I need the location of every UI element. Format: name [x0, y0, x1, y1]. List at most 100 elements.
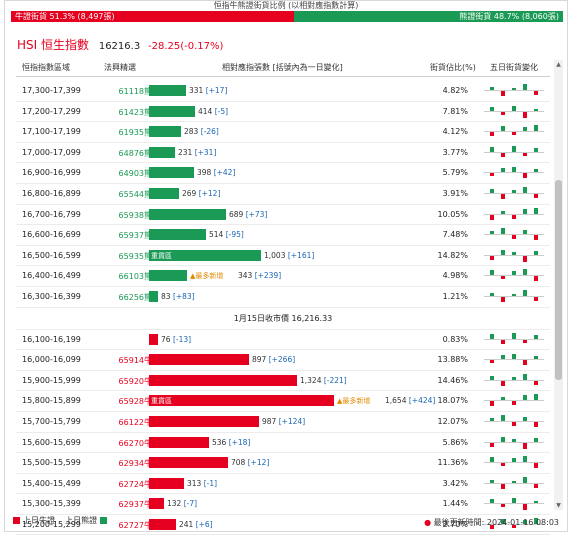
row-warrant-code[interactable]: 65928牛 — [118, 397, 152, 407]
row-warrant-code[interactable]: 66122牛 — [118, 417, 152, 427]
holdings-delta: [+124] — [278, 416, 306, 426]
mini-chart-bar — [501, 193, 505, 199]
mini-chart-bar — [501, 168, 505, 173]
mini-chart-baseline — [484, 462, 544, 464]
mini-chart-bar — [534, 463, 538, 469]
mini-chart-bar — [501, 339, 505, 344]
mini-chart-bar — [501, 518, 505, 524]
mini-chart-bar — [490, 146, 494, 152]
mini-chart-bar — [523, 442, 527, 449]
mini-chart-bar — [534, 193, 538, 198]
five-day-mini-chart — [484, 185, 544, 202]
mini-chart-bar — [512, 421, 516, 426]
row-warrant-code[interactable]: 65914牛 — [118, 356, 152, 366]
row-warrant-code[interactable]: 61423熊 — [118, 107, 152, 117]
holdings-delta: [+424] — [408, 396, 436, 406]
table-row: 16,400-16,499 66103熊 ▲最多新增 343 [+239] 4.98% — [16, 266, 550, 287]
row-warrant-code[interactable]: 62724牛 — [118, 479, 152, 489]
holdings-delta: [+266] — [268, 355, 296, 365]
holdings-bar — [149, 415, 259, 427]
row-warrant-code[interactable]: - — [78, 335, 152, 344]
mini-chart-bar — [501, 249, 505, 255]
holdings-bar — [149, 518, 176, 530]
mini-chart-bar — [523, 84, 527, 90]
row-range: 17,000-17,099 — [22, 147, 81, 157]
row-range: 15,900-15,999 — [22, 375, 81, 385]
mini-chart-bar — [523, 476, 527, 483]
index-name: HSI 恒生指數 — [17, 38, 89, 52]
mini-chart-bar — [534, 334, 538, 339]
table-row: 15,400-15,499 62724牛 313 [-1] 3.42% — [16, 474, 550, 495]
five-day-mini-chart — [484, 495, 544, 512]
mini-chart-bar — [490, 333, 494, 339]
row-holdings-value: 76 [-13] — [161, 335, 191, 344]
mini-chart-bar — [534, 250, 538, 255]
mini-chart-bar — [501, 91, 505, 96]
row-warrant-code[interactable]: 62934牛 — [118, 459, 152, 469]
header-holdings: 相對應指張數 [括號內為一日變化] — [222, 63, 343, 72]
row-warrant-code[interactable]: 65920牛 — [118, 376, 152, 386]
header-code: 法興精選 — [104, 63, 136, 72]
holdings-number: 398 — [197, 168, 214, 178]
row-warrant-code[interactable]: 64876熊 — [118, 148, 152, 158]
table-header: 恒指指數區域 法興精選 相對應指張數 [括號內為一日變化] 街貨佔比(%) 五日… — [16, 58, 550, 77]
scrollbar[interactable]: ▲ ▼ — [554, 60, 563, 510]
mini-chart-bar — [512, 458, 516, 463]
holdings-number: 76 — [161, 334, 173, 344]
row-warrant-code[interactable]: 62937牛 — [118, 500, 152, 510]
row-warrant-code[interactable]: 61935熊 — [118, 128, 152, 138]
mini-chart-bar — [523, 360, 527, 366]
mini-chart-baseline — [484, 172, 544, 174]
row-warrant-code[interactable]: 66103熊 — [118, 272, 152, 282]
mini-chart-bar — [523, 456, 527, 463]
footer: 上日牛證 上日熊證 ● 最後更新時間: 2024-01-16 08:03 — [13, 515, 563, 529]
mini-chart-bar — [501, 152, 505, 157]
scroll-down-icon[interactable]: ▼ — [556, 502, 561, 509]
row-holdings-value: 536 [+18] — [212, 438, 250, 447]
row-warrant-code[interactable]: 61118熊 — [118, 87, 152, 96]
mini-chart-bar — [501, 463, 505, 467]
mini-chart-bar — [490, 360, 494, 364]
five-day-mini-chart — [484, 392, 544, 409]
row-warrant-code[interactable]: 64903熊 — [118, 169, 152, 179]
mini-chart-bar — [534, 380, 538, 385]
row-warrant-code[interactable]: 65544熊 — [118, 189, 152, 199]
holdings-number: 1,003 — [264, 250, 288, 260]
row-warrant-code[interactable]: 65937熊 — [118, 231, 152, 241]
row-range: 16,700-16,799 — [22, 209, 81, 219]
holdings-bar — [149, 457, 228, 469]
row-warrant-code[interactable]: 66270牛 — [118, 438, 152, 448]
mini-chart-bar — [523, 208, 527, 214]
row-range: 15,400-15,499 — [22, 478, 81, 488]
mini-chart-bar — [512, 145, 516, 152]
holdings-bar — [149, 229, 206, 241]
five-day-mini-chart — [484, 144, 544, 161]
row-warrant-code[interactable]: 66256熊 — [118, 292, 152, 302]
row-range: 15,800-15,899 — [22, 396, 81, 406]
holdings-number: 689 — [229, 209, 246, 219]
row-range: 16,300-16,399 — [22, 291, 81, 301]
holdings-bar — [149, 498, 164, 510]
mini-chart-bar — [523, 339, 527, 343]
row-warrant-code[interactable]: 65935熊 — [118, 251, 152, 261]
mini-chart-bar — [512, 88, 516, 90]
header-pct: 街貨佔比(%) — [430, 63, 476, 72]
mini-chart-baseline — [484, 420, 544, 422]
mini-chart-bar — [512, 235, 516, 240]
scrollbar-thumb[interactable] — [555, 180, 562, 380]
row-holdings-value: 331 [+17] — [189, 86, 227, 95]
scroll-up-icon[interactable]: ▲ — [556, 61, 561, 68]
most-added-tag: ▲最多新增 — [190, 272, 224, 281]
row-warrant-code[interactable]: 65938熊 — [118, 210, 152, 220]
row-holdings-value: 398 [+42] — [197, 168, 235, 177]
mini-chart-bar — [490, 417, 494, 421]
mini-chart-bar — [523, 416, 527, 421]
row-warrant-code[interactable]: 62727牛 — [118, 520, 152, 530]
mini-chart-baseline — [484, 192, 544, 194]
holdings-number: 313 — [187, 478, 204, 488]
page-caption: 恒指牛熊證街貨比例 (以相對應指數計算) — [213, 1, 359, 10]
table-row: 17,300-17,399 61118熊 331 [+17] 4.82% — [16, 81, 550, 102]
bull-ratio-segment: 牛證街貨 51.3% (8,497張) — [11, 11, 295, 22]
holdings-number: 1,324 — [300, 375, 324, 385]
mini-chart-bar — [534, 235, 538, 241]
